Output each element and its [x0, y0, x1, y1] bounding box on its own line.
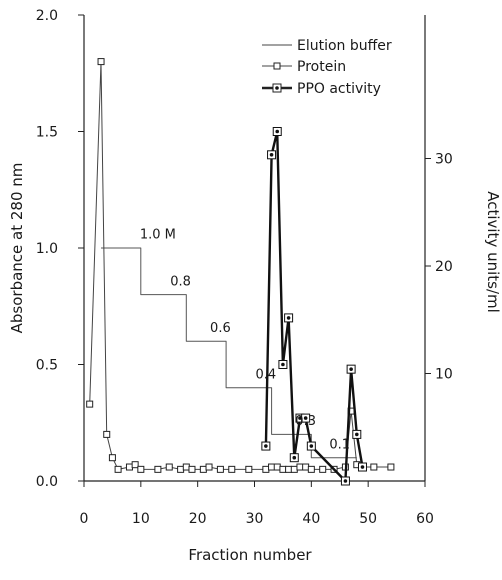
data-point — [273, 463, 281, 471]
data-point — [154, 465, 162, 473]
data-point — [268, 463, 276, 471]
y-right-tick-label: 10 — [435, 367, 453, 383]
x-tick-label: 60 — [416, 511, 434, 527]
step-labels: 1.0 M 0.8 0.6 0.4 0.3 0.1 — [140, 228, 350, 453]
data-point — [125, 463, 133, 471]
data-point-dot — [298, 416, 302, 420]
series-elution-buffer — [101, 247, 357, 459]
data-point-dot — [264, 444, 268, 448]
data-point — [285, 465, 293, 473]
data-point-dot — [281, 362, 285, 367]
data-point — [279, 465, 287, 473]
data-point — [177, 465, 185, 473]
data-point — [114, 465, 122, 473]
y-left-tick-label: 1.0 — [36, 241, 58, 257]
legend-item-protein: Protein — [262, 59, 346, 75]
y-left-tick-label: 1.5 — [36, 125, 58, 141]
series-line — [101, 247, 357, 459]
y-axis-title-left: Absorbance at 280 nm — [8, 163, 26, 334]
legend-label-protein: Protein — [297, 59, 346, 75]
series-line — [89, 61, 391, 470]
y-left-tick-label: 0.0 — [36, 474, 58, 490]
data-point — [131, 461, 139, 469]
x-tick-label: 50 — [359, 511, 377, 527]
legend-marker-protein — [273, 62, 281, 70]
data-point — [290, 465, 298, 473]
y-right-tick-label: 20 — [435, 259, 453, 275]
data-point — [216, 465, 224, 473]
data-point — [97, 58, 105, 66]
data-point — [262, 465, 270, 473]
data-point-dot — [360, 465, 365, 469]
data-point-dot — [343, 479, 348, 483]
y-left-tick-label: 2.0 — [36, 8, 58, 24]
x-tick-label: 20 — [189, 511, 207, 527]
legend-item-ppo-activity: PPO activity — [262, 81, 381, 97]
data-point-dot — [292, 455, 297, 460]
data-point — [165, 463, 173, 471]
data-point-dot — [349, 367, 353, 371]
x-tick-label: 0 — [80, 511, 89, 527]
x-tick-label: 30 — [246, 511, 264, 527]
y-axis-title-right: Activity units/ml — [484, 191, 502, 313]
data-point — [228, 465, 236, 473]
y-left-tick-label: 0.5 — [36, 358, 58, 374]
legend-label-ppo-activity: PPO activity — [297, 81, 381, 97]
data-point-dot — [275, 129, 280, 134]
data-point — [182, 463, 190, 471]
legend-item-elution-buffer: Elution buffer — [262, 38, 392, 54]
series-ppo-activity — [261, 127, 367, 486]
data-point — [205, 463, 213, 471]
data-point — [188, 465, 196, 473]
x-axis-title: Fraction number — [188, 546, 312, 564]
data-point-dot — [309, 444, 314, 448]
data-point-dot — [269, 153, 274, 157]
step-label: 0.6 — [210, 321, 231, 336]
data-point — [307, 465, 315, 473]
y-right-tick-label: 30 — [435, 152, 453, 168]
data-point — [108, 454, 116, 462]
data-point — [370, 463, 378, 471]
legend-label-elution-buffer: Elution buffer — [297, 38, 392, 54]
x-tick-label: 10 — [132, 511, 150, 527]
step-label: 0.4 — [256, 367, 277, 382]
data-point — [245, 465, 253, 473]
data-point — [319, 465, 327, 473]
step-label: 0.1 — [329, 437, 350, 452]
step-label: 1.0 M — [140, 228, 176, 243]
data-point — [302, 463, 310, 471]
x-tick-label: 40 — [302, 511, 320, 527]
data-point-dot — [303, 416, 308, 420]
step-label: 0.3 — [295, 414, 316, 429]
data-point-dot — [286, 316, 291, 320]
step-label: 0.8 — [170, 274, 191, 289]
series-layer — [86, 58, 395, 486]
data-point — [199, 465, 207, 473]
data-point — [296, 463, 304, 471]
data-point-dot — [355, 432, 359, 437]
data-point — [137, 465, 145, 473]
data-point — [86, 400, 94, 408]
ticks: 0 10 20 30 40 50 60 0.0 0.5 1.0 1.5 2.0 10 20 30 — [36, 8, 453, 527]
data-point — [103, 430, 111, 438]
data-point — [387, 463, 395, 471]
legend: Elution buffer Protein PPO activity — [262, 38, 392, 97]
